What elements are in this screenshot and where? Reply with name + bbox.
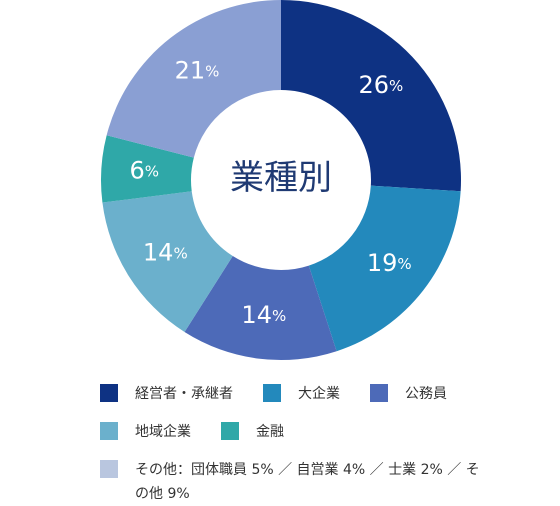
- slice-5: [106, 0, 281, 158]
- legend-row-2: 地域企業 金融: [100, 420, 480, 442]
- legend-item-civil-servant: 公務員: [370, 383, 447, 403]
- slice-labels-group: 26% 19% 14% 14% 6% 21%: [129, 57, 411, 329]
- legend-item-large-company: 大企業: [263, 383, 340, 403]
- slice-0: [281, 0, 461, 192]
- legend-swatch: [221, 422, 239, 440]
- legend-label: 経営者・承継者: [135, 386, 233, 402]
- slice-label-0: 26%: [358, 71, 403, 99]
- donut-chart: 26% 19% 14% 14% 6% 21% 業種別: [101, 0, 461, 360]
- slice-label-1: 19%: [367, 249, 412, 277]
- legend: 経営者・承継者 大企業 公務員 地域企業 金融 その他：団体職員 5% ／ 自営…: [100, 382, 480, 506]
- legend-row-1: 経営者・承継者 大企業 公務員: [100, 382, 480, 404]
- legend-item-other: その他：団体職員 5% ／ 自営業 4% ／ 士業 2% ／ その他 9%: [100, 458, 480, 506]
- legend-swatch-other: [100, 460, 118, 478]
- legend-label: 大企業: [298, 386, 340, 402]
- legend-swatch: [263, 384, 281, 402]
- slices-group: [101, 0, 461, 360]
- legend-item-regional-company: 地域企業: [100, 421, 191, 441]
- slice-2: [184, 255, 337, 360]
- legend-swatch: [100, 422, 118, 440]
- legend-swatch: [100, 384, 118, 402]
- slice-3: [102, 191, 233, 332]
- legend-swatch: [370, 384, 388, 402]
- slice-1: [308, 185, 461, 352]
- legend-item-finance: 金融: [221, 421, 284, 441]
- slice-4: [101, 135, 194, 203]
- legend-item-management: 経営者・承継者: [100, 383, 233, 403]
- legend-other-label: その他：団体職員 5% ／ 自営業 4% ／ 士業 2% ／ その他 9%: [135, 462, 480, 502]
- slice-label-4: 6%: [129, 156, 159, 184]
- legend-label: 金融: [256, 424, 284, 440]
- slice-label-5: 21%: [175, 57, 220, 85]
- legend-label: 公務員: [405, 386, 447, 402]
- chart-title: 業種別: [230, 158, 332, 198]
- legend-label: 地域企業: [135, 424, 191, 440]
- slice-label-2: 14%: [241, 301, 286, 329]
- slice-label-3: 14%: [143, 238, 188, 266]
